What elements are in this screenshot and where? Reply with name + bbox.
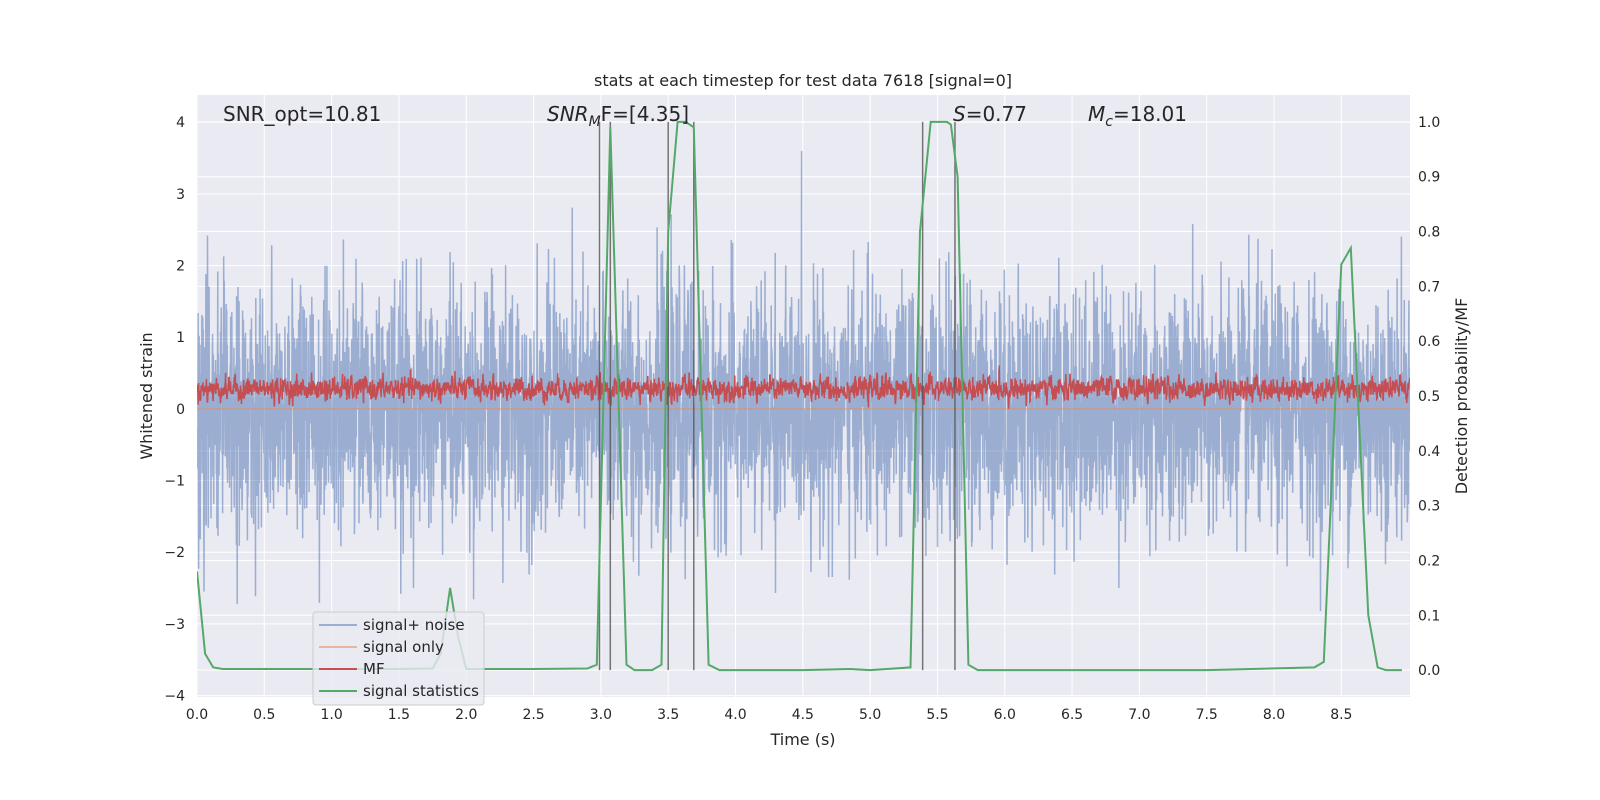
- mc-var: M: [1088, 102, 1105, 126]
- annotation-snr-mf: SNRMF=[4.35]: [547, 102, 689, 130]
- x-axis-label: Time (s): [769, 730, 835, 749]
- annotation-s: S=0.77: [953, 102, 1027, 126]
- x-tick-label: 8.5: [1330, 707, 1352, 723]
- legend-label-mf: MF: [363, 660, 385, 678]
- y-tick-label: 0: [176, 402, 185, 418]
- s-var: S: [953, 102, 966, 126]
- y-tick-label: 1: [176, 330, 185, 346]
- annotation-mc: Mc=18.01: [1088, 102, 1187, 130]
- x-tick-label: 2.5: [522, 707, 544, 723]
- y-tick-label: 4: [176, 115, 185, 131]
- legend: signal+ noise signal only MF signal stat…: [312, 611, 485, 706]
- y-tick-label: −3: [164, 617, 185, 633]
- y-right-tick-label: 0.7: [1418, 279, 1440, 295]
- y-right-tick-label: 0.2: [1418, 553, 1440, 569]
- mc-rest: =18.01: [1113, 102, 1187, 126]
- series-signal-noise: [197, 150, 1410, 612]
- x-tick-label: 7.0: [1128, 707, 1150, 723]
- y-right-tick-label: 0.4: [1418, 444, 1440, 460]
- tick-labels: 0.0 0.5 1.0 1.5 2.0 2.5 3.0 3.5 4.0 4.5 5.0 5.5 6.0 6…: [164, 115, 1440, 723]
- x-tick-label: 3.5: [657, 707, 679, 723]
- x-tick-label: 8.0: [1263, 707, 1285, 723]
- x-tick-label: 2.0: [455, 707, 477, 723]
- x-tick-label: 0.0: [186, 707, 208, 723]
- annotation-snr-opt: SNR_opt=10.81: [223, 102, 381, 126]
- x-tick-label: 6.5: [1061, 707, 1083, 723]
- y-right-tick-label: 0.6: [1418, 334, 1440, 350]
- snr-mf-rest: F=[4.35]: [601, 102, 689, 126]
- x-tick-label: 5.5: [926, 707, 948, 723]
- y-tick-label: 2: [176, 259, 185, 275]
- y-right-tick-label: 0.5: [1418, 389, 1440, 405]
- y-tick-label: 3: [176, 187, 185, 203]
- snr-mf-sub: M: [589, 114, 601, 130]
- x-tick-label: 0.5: [253, 707, 275, 723]
- legend-label-signal-only: signal only: [363, 638, 444, 656]
- y-tick-label: −4: [164, 689, 185, 705]
- x-tick-label: 4.0: [724, 707, 746, 723]
- y-right-tick-label: 0.9: [1418, 170, 1440, 186]
- y-right-tick-label: 0.3: [1418, 499, 1440, 515]
- s-rest: =0.77: [966, 102, 1027, 126]
- mc-sub: c: [1105, 114, 1113, 130]
- x-tick-label: 5.0: [859, 707, 881, 723]
- y-axis-label: Whitened strain: [137, 332, 156, 459]
- x-tick-label: 6.0: [994, 707, 1016, 723]
- y-right-tick-label: 0.1: [1418, 608, 1440, 624]
- x-tick-label: 4.5: [792, 707, 814, 723]
- y-right-tick-label: 1.0: [1418, 115, 1440, 131]
- y-right-tick-label: 0.8: [1418, 225, 1440, 241]
- chart-title: stats at each timestep for test data 761…: [594, 71, 1012, 90]
- y-tick-label: −2: [164, 545, 185, 561]
- legend-box: [312, 611, 485, 706]
- snr-mf-base: SNR: [547, 102, 589, 126]
- y-tick-label: −1: [164, 474, 185, 490]
- x-tick-label: 7.5: [1196, 707, 1218, 723]
- y-right-tick-label: 0.0: [1418, 663, 1440, 679]
- y-axis-right-label: Detection probability/MF: [1452, 298, 1471, 495]
- legend-label-signal-statistics: signal statistics: [363, 682, 479, 700]
- legend-label-signal-noise: signal+ noise: [363, 616, 465, 634]
- x-tick-label: 1.5: [388, 707, 410, 723]
- x-tick-label: 3.0: [590, 707, 612, 723]
- series-mf: [197, 365, 1410, 409]
- plot-area: [197, 120, 1410, 672]
- x-tick-label: 1.0: [320, 707, 342, 723]
